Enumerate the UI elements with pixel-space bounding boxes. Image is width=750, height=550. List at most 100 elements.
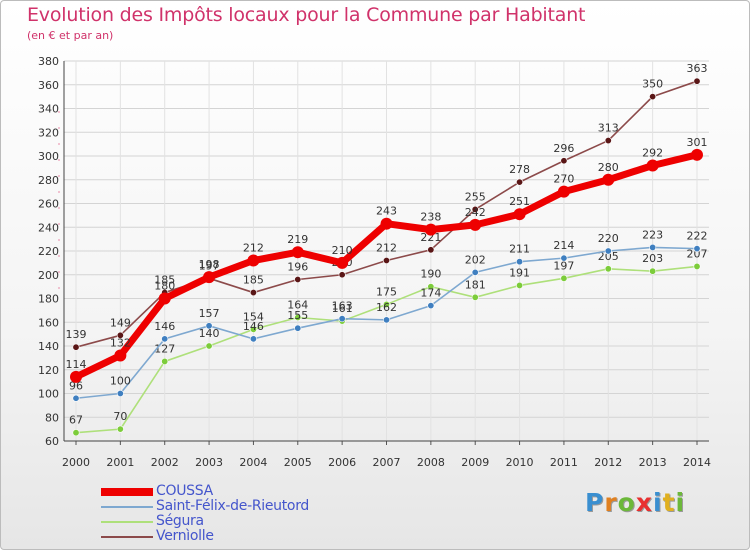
y-tick-label: 120: [38, 364, 59, 377]
data-point-coussa: [336, 256, 349, 269]
data-label-coussa: 270: [553, 173, 574, 186]
data-label-vern-olle: 221: [420, 231, 441, 244]
data-point-saint-f-lix-de-rieutord: [116, 389, 124, 397]
data-point-saint-f-lix-de-rieutord: [516, 258, 524, 266]
data-point-vern-olle: [249, 289, 257, 297]
data-point-s-gura: [205, 342, 213, 350]
data-point-coussa: [247, 254, 260, 267]
y-tick-label: 380: [38, 55, 59, 68]
y-tick-label: 260: [38, 198, 59, 211]
data-label-vern-olle: 313: [598, 122, 619, 135]
data-label-coussa: 242: [465, 206, 486, 219]
data-point-s-gura: [294, 313, 302, 321]
x-tick-label: 2005: [284, 456, 312, 469]
data-label-s-gura: 164: [287, 299, 308, 312]
data-label-vern-olle: 196: [287, 261, 308, 274]
x-tick-label: 2004: [239, 456, 267, 469]
data-point-saint-f-lix-de-rieutord: [471, 268, 479, 276]
data-label-coussa: 280: [598, 161, 619, 174]
data-label-s-gura: 181: [465, 278, 486, 291]
data-label-saint-f-lix-de-rieutord: 146: [154, 320, 175, 333]
data-point-s-gura: [560, 274, 568, 282]
data-point-saint-f-lix-de-rieutord: [205, 322, 213, 330]
logo-letter: P: [585, 488, 605, 517]
data-point-saint-f-lix-de-rieutord: [693, 245, 701, 253]
data-point-s-gura: [116, 425, 124, 433]
y-tick-label: 280: [38, 174, 59, 187]
x-tick-label: 2000: [62, 456, 90, 469]
chart-subtitle: (en € et par an): [27, 29, 114, 42]
logo-letter: i: [653, 488, 663, 517]
data-point-saint-f-lix-de-rieutord: [72, 394, 80, 402]
data-label-s-gura: 190: [420, 268, 441, 281]
logo-letter: t: [662, 488, 676, 517]
data-point-vern-olle: [649, 93, 657, 101]
data-point-vern-olle: [338, 271, 346, 279]
y-tick-label: 300: [38, 150, 59, 163]
data-point-s-gura: [249, 325, 257, 333]
data-label-coussa: 132: [110, 337, 131, 350]
data-label-saint-f-lix-de-rieutord: 163: [332, 300, 353, 313]
data-label-vern-olle: 350: [642, 78, 663, 91]
data-point-vern-olle: [72, 343, 80, 351]
data-point-coussa: [513, 208, 526, 221]
data-point-coussa: [203, 271, 216, 284]
y-tick-label: 100: [38, 388, 59, 401]
y-tick-label: 180: [38, 293, 59, 306]
data-point-vern-olle: [604, 137, 612, 145]
data-label-coussa: 219: [287, 233, 308, 246]
x-tick-label: 2012: [594, 456, 622, 469]
legend-label-coussa: COUSSA: [156, 483, 213, 499]
y-tick-label: 200: [38, 269, 59, 282]
x-tick-label: 2013: [639, 456, 667, 469]
y-tick-label: 160: [38, 316, 59, 329]
data-label-s-gura: 191: [509, 266, 530, 279]
legend-label-saint-felix: Saint-Félix-de-Rieutord: [156, 498, 309, 514]
data-label-s-gura: 207: [687, 247, 708, 260]
x-tick-label: 2002: [151, 456, 179, 469]
x-tick-label: 2009: [461, 456, 489, 469]
data-point-vern-olle: [516, 178, 524, 186]
data-label-coussa: 243: [376, 205, 397, 218]
data-label-saint-f-lix-de-rieutord: 100: [110, 375, 131, 388]
data-point-saint-f-lix-de-rieutord: [427, 302, 435, 310]
x-tick-label: 2001: [106, 456, 134, 469]
data-label-vern-olle: 185: [243, 274, 264, 287]
data-label-s-gura: 197: [553, 259, 574, 272]
data-label-s-gura: 161: [332, 302, 353, 315]
data-point-vern-olle: [427, 246, 435, 254]
data-point-coussa: [557, 185, 570, 198]
data-label-vern-olle: 278: [509, 163, 530, 176]
data-point-coussa: [291, 246, 304, 259]
data-point-vern-olle: [560, 157, 568, 165]
data-point-vern-olle: [382, 256, 390, 264]
data-label-saint-f-lix-de-rieutord: 214: [553, 239, 574, 252]
y-tick-label: 140: [38, 340, 59, 353]
data-point-s-gura: [516, 281, 524, 289]
x-tick-label: 2007: [373, 456, 401, 469]
data-label-coussa: 114: [66, 358, 87, 371]
data-point-coussa: [424, 223, 437, 236]
data-point-vern-olle: [294, 275, 302, 283]
data-label-saint-f-lix-de-rieutord: 174: [420, 287, 441, 300]
y-tick-label: 60: [45, 435, 59, 448]
legend-label-segura: Ségura: [156, 513, 204, 529]
data-point-vern-olle: [471, 205, 479, 213]
logo-letter: r: [604, 488, 618, 517]
data-label-saint-f-lix-de-rieutord: 155: [287, 309, 308, 322]
data-point-vern-olle: [116, 331, 124, 339]
data-point-vern-olle: [693, 77, 701, 85]
data-point-coussa: [646, 159, 659, 172]
x-tick-label: 2010: [506, 456, 534, 469]
data-point-s-gura: [693, 262, 701, 270]
data-point-saint-f-lix-de-rieutord: [382, 316, 390, 324]
x-tick-label: 2003: [195, 456, 223, 469]
logo-letter: x: [635, 488, 653, 517]
legend-swatch-saint-felix: [101, 506, 153, 508]
data-label-coussa: 210: [332, 244, 353, 257]
data-label-coussa: 180: [154, 280, 175, 293]
data-point-s-gura: [649, 267, 657, 275]
data-label-saint-f-lix-de-rieutord: 162: [376, 301, 397, 314]
